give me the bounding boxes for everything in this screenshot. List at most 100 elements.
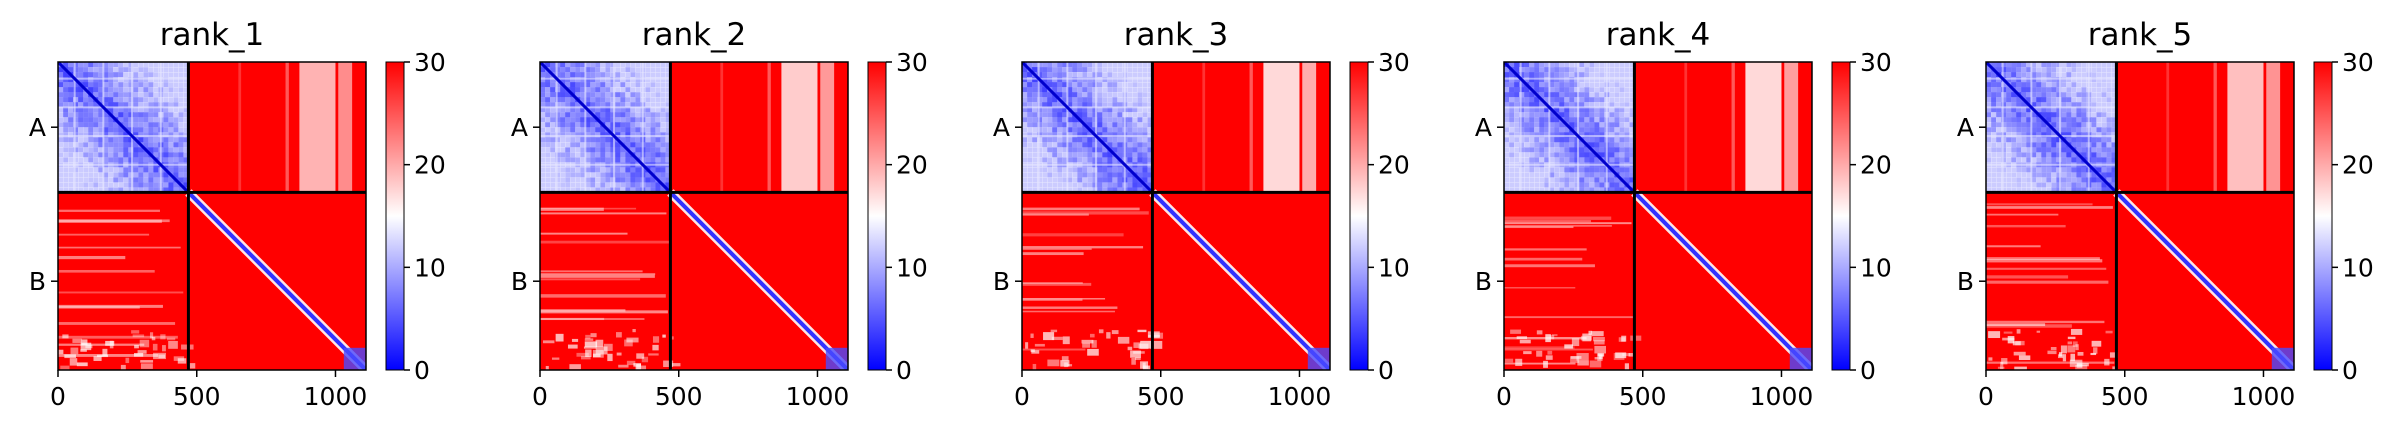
band-lower [1022, 298, 1106, 300]
colorbar-tick-label: 30 [2342, 48, 2374, 77]
diagonal-chain-a [540, 62, 672, 194]
band-lower [1986, 245, 2041, 248]
band-upper [285, 62, 289, 193]
y-tick-label: A [29, 113, 46, 142]
band-lower [540, 274, 655, 278]
band-lower [1986, 323, 2046, 327]
band-lower [540, 278, 641, 281]
band-lower [1022, 246, 1144, 249]
band-lower [58, 255, 126, 260]
heatmap-cells [1022, 62, 1330, 370]
colorbar-tick-label: 0 [2342, 356, 2358, 385]
band-upper [1249, 62, 1253, 193]
band-lower [1504, 225, 1612, 227]
y-tick-label: B [1475, 267, 1492, 296]
colorbar-tick-label: 20 [414, 151, 446, 180]
colorbar-tick-label: 30 [896, 48, 928, 77]
band-lower [1986, 275, 2069, 279]
cell-block-chain-b-end [1307, 347, 1330, 370]
band-lower [1504, 362, 1576, 365]
band-lower [540, 212, 667, 215]
band-lower [1986, 267, 2107, 270]
cell-block-chain-b-end [825, 347, 848, 370]
band-lower [58, 246, 181, 249]
heatmap-cells [540, 62, 848, 370]
band-lower [58, 219, 162, 223]
colorbar [1349, 61, 1369, 371]
band-lower [540, 273, 656, 275]
y-tick-label: A [993, 113, 1010, 142]
band-lower [1504, 220, 1591, 223]
band-lower [1022, 213, 1089, 216]
band-lower [1504, 216, 1612, 220]
x-tick-label: 0 [1978, 382, 1994, 411]
x-tick-label: 1000 [786, 382, 850, 411]
diagonal-chain-a [1986, 62, 2118, 194]
panel-title: rank_5 [2088, 17, 2193, 53]
cell-block-chain-b-end [343, 347, 366, 370]
band-upper [2227, 62, 2264, 193]
band-lower [540, 207, 637, 210]
diagonal-chain-a [58, 62, 190, 194]
band-upper [1684, 62, 1688, 193]
band-lower [58, 322, 176, 325]
y-tick-label: B [993, 267, 1010, 296]
x-tick-label: 500 [173, 382, 221, 411]
panel-title: rank_2 [642, 17, 747, 53]
colorbar-tick-label: 0 [1378, 356, 1394, 385]
band-lower [1504, 226, 1574, 229]
cell-block-chain-b-end [2271, 347, 2294, 370]
axes-frame [539, 61, 849, 371]
band-upper [338, 62, 353, 193]
colorbar-tick-label: 10 [896, 253, 928, 282]
heatmap-panel-1: rank_1 A B 0 500 1000 0 10 20 30 [29, 17, 446, 411]
band-lower [1986, 320, 2105, 324]
x-tick-label: 500 [1137, 382, 1185, 411]
heatmap-cells [1504, 62, 1812, 370]
colorbar-tick-label: 0 [896, 356, 912, 385]
band-lower [1986, 361, 2115, 364]
colorbar [385, 61, 405, 371]
band-lower [1022, 207, 1140, 211]
y-tick-label: A [1475, 113, 1492, 142]
y-tick-label: A [511, 113, 528, 142]
axes-frame [1985, 61, 2295, 371]
band-lower [540, 270, 643, 273]
colorbar-tick-label: 0 [414, 356, 430, 385]
band-lower [1986, 257, 2100, 260]
heatmap-cells [1986, 62, 2294, 370]
band-lower [1986, 259, 2103, 263]
colorbar-tick-label: 0 [1860, 356, 1876, 385]
band-lower [1022, 310, 1115, 313]
band-lower [1022, 282, 1083, 284]
band-upper [1302, 62, 1317, 193]
band-upper [2266, 62, 2281, 193]
heatmap-panel-4: rank_4 A B 0 500 1000 0 10 20 30 [1475, 17, 1892, 411]
heatmap-panel-5: rank_5 A B 0 500 1000 0 10 20 30 [1957, 17, 2374, 411]
band-lower [540, 240, 670, 244]
colorbar-tick-label: 10 [2342, 253, 2374, 282]
band-lower [1022, 248, 1092, 250]
band-lower [58, 219, 170, 223]
band-upper [1784, 62, 1799, 193]
diagonal-chain-b [669, 191, 848, 370]
x-tick-label: 0 [1014, 382, 1030, 411]
band-lower [58, 291, 184, 294]
band-lower [540, 309, 626, 312]
y-tick-label: B [511, 267, 528, 296]
axes-frame [1503, 61, 1813, 371]
colorbar-tick-label: 20 [1378, 151, 1410, 180]
band-lower [1022, 348, 1086, 351]
band-lower [1022, 211, 1149, 215]
band-lower [58, 233, 150, 236]
band-lower [540, 317, 605, 321]
band-upper [1731, 62, 1735, 193]
band-upper [1202, 62, 1206, 193]
band-lower [1022, 252, 1084, 256]
band-lower [540, 294, 666, 298]
band-upper [2166, 62, 2170, 193]
colorbar-tick-label: 10 [1860, 253, 1892, 282]
band-lower [1504, 264, 1595, 268]
band-lower [1504, 248, 1587, 251]
